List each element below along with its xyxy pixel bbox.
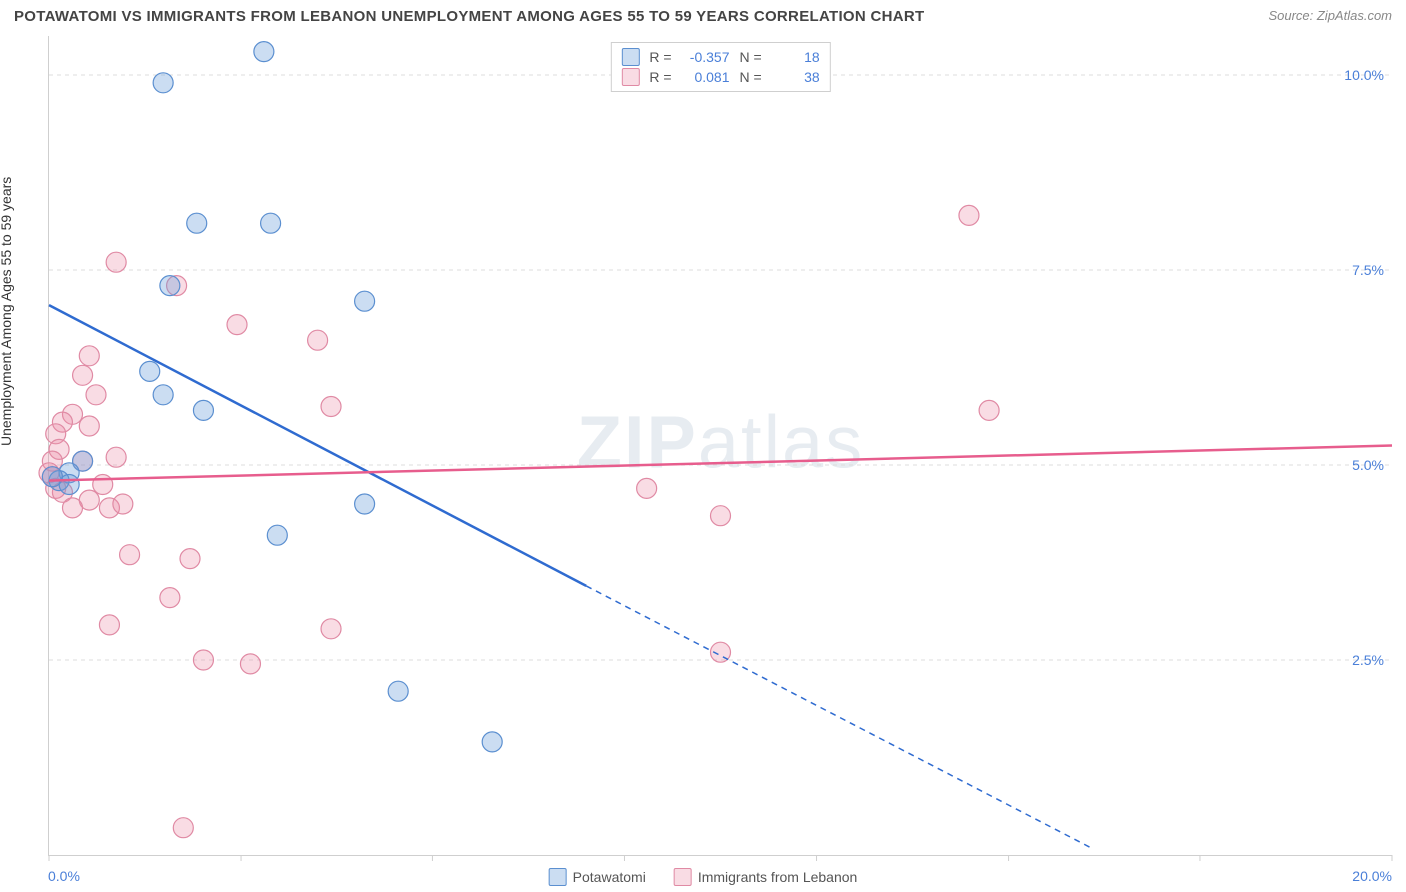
chart-plot-area: ZIPatlas R = -0.357 N = 18 R = 0.081 N =… xyxy=(48,36,1392,856)
scatter-svg xyxy=(49,36,1392,855)
y-tick-label: 10.0% xyxy=(1344,67,1384,83)
x-axis-max-label: 20.0% xyxy=(1352,868,1392,884)
source-attribution: Source: ZipAtlas.com xyxy=(1268,8,1392,23)
legend-item-series-b: Immigrants from Lebanon xyxy=(674,868,858,886)
y-axis-label: Unemployment Among Ages 55 to 59 years xyxy=(0,177,14,446)
swatch-series-b-icon xyxy=(674,868,692,886)
legend-label-series-b: Immigrants from Lebanon xyxy=(698,869,858,885)
chart-title: POTAWATOMI VS IMMIGRANTS FROM LEBANON UN… xyxy=(14,8,924,25)
legend-label-series-a: Potawatomi xyxy=(573,869,646,885)
y-tick-label: 7.5% xyxy=(1352,262,1384,278)
legend-item-series-a: Potawatomi xyxy=(549,868,646,886)
swatch-series-b-icon xyxy=(621,68,639,86)
stats-row-series-b: R = 0.081 N = 38 xyxy=(621,67,819,87)
x-axis-origin-label: 0.0% xyxy=(48,868,80,884)
stats-row-series-a: R = -0.357 N = 18 xyxy=(621,47,819,67)
correlation-stats-box: R = -0.357 N = 18 R = 0.081 N = 38 xyxy=(610,42,830,92)
swatch-series-a-icon xyxy=(621,48,639,66)
y-tick-label: 5.0% xyxy=(1352,457,1384,473)
swatch-series-a-icon xyxy=(549,868,567,886)
chart-legend: Potawatomi Immigrants from Lebanon xyxy=(549,868,858,886)
y-tick-label: 2.5% xyxy=(1352,652,1384,668)
